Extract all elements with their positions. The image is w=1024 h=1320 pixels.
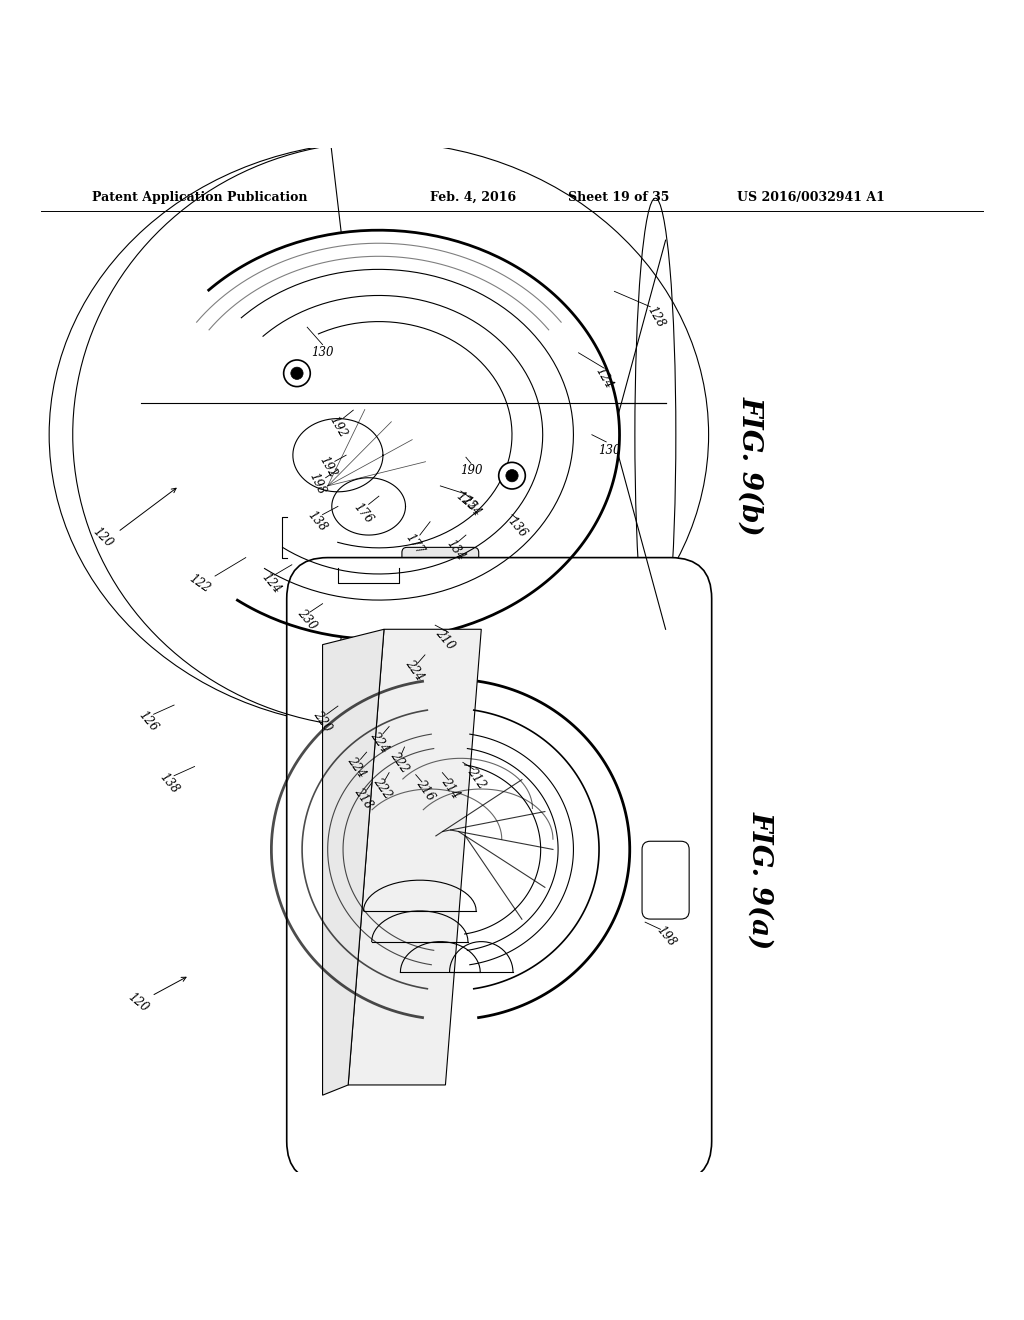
Text: 224: 224 — [367, 729, 391, 755]
Text: 130: 130 — [311, 346, 334, 359]
Text: 154: 154 — [459, 494, 483, 519]
Text: 220: 220 — [310, 709, 335, 734]
Polygon shape — [348, 630, 481, 1085]
Text: 124: 124 — [593, 366, 615, 392]
Text: 190: 190 — [460, 465, 482, 477]
Text: 176: 176 — [351, 500, 376, 527]
Text: 216: 216 — [413, 777, 437, 803]
Text: 192: 192 — [316, 454, 339, 480]
Text: 212: 212 — [464, 764, 488, 791]
Text: 224: 224 — [344, 755, 369, 780]
Text: 218: 218 — [351, 785, 376, 812]
Text: 122: 122 — [454, 490, 478, 513]
Text: 120: 120 — [90, 524, 115, 549]
Text: 130: 130 — [598, 444, 621, 457]
Text: 120: 120 — [126, 991, 151, 1015]
Text: 230: 230 — [295, 606, 319, 632]
Text: 124: 124 — [259, 570, 284, 597]
Text: 214: 214 — [438, 775, 463, 801]
Text: 126: 126 — [136, 709, 161, 734]
Text: 222: 222 — [387, 750, 412, 775]
Text: 198: 198 — [307, 471, 328, 496]
FancyBboxPatch shape — [287, 557, 712, 1183]
Text: 210: 210 — [433, 627, 458, 652]
Text: 192: 192 — [327, 413, 349, 440]
Text: 136: 136 — [505, 513, 529, 540]
Text: Patent Application Publication: Patent Application Publication — [92, 190, 307, 203]
Text: 122: 122 — [186, 572, 213, 595]
Circle shape — [506, 470, 518, 482]
Circle shape — [284, 360, 310, 387]
Circle shape — [291, 367, 303, 379]
Text: Sheet 19 of 35: Sheet 19 of 35 — [568, 190, 670, 203]
Text: 138: 138 — [157, 770, 181, 796]
Ellipse shape — [425, 565, 456, 591]
Text: US 2016/0032941 A1: US 2016/0032941 A1 — [737, 190, 885, 203]
Circle shape — [499, 462, 525, 488]
Text: FIG. 9(a): FIG. 9(a) — [748, 810, 774, 949]
Text: 224: 224 — [402, 657, 427, 684]
Text: 134: 134 — [443, 537, 468, 564]
FancyBboxPatch shape — [401, 548, 478, 609]
Text: 138: 138 — [305, 510, 330, 535]
Text: FIG. 9(b): FIG. 9(b) — [737, 396, 764, 535]
Text: 198: 198 — [653, 924, 678, 949]
Text: 128: 128 — [644, 304, 667, 330]
Text: 177: 177 — [402, 532, 427, 557]
Circle shape — [447, 579, 464, 597]
Text: Feb. 4, 2016: Feb. 4, 2016 — [430, 190, 516, 203]
FancyBboxPatch shape — [642, 841, 689, 919]
Polygon shape — [323, 630, 384, 1096]
Text: 222: 222 — [370, 775, 394, 801]
